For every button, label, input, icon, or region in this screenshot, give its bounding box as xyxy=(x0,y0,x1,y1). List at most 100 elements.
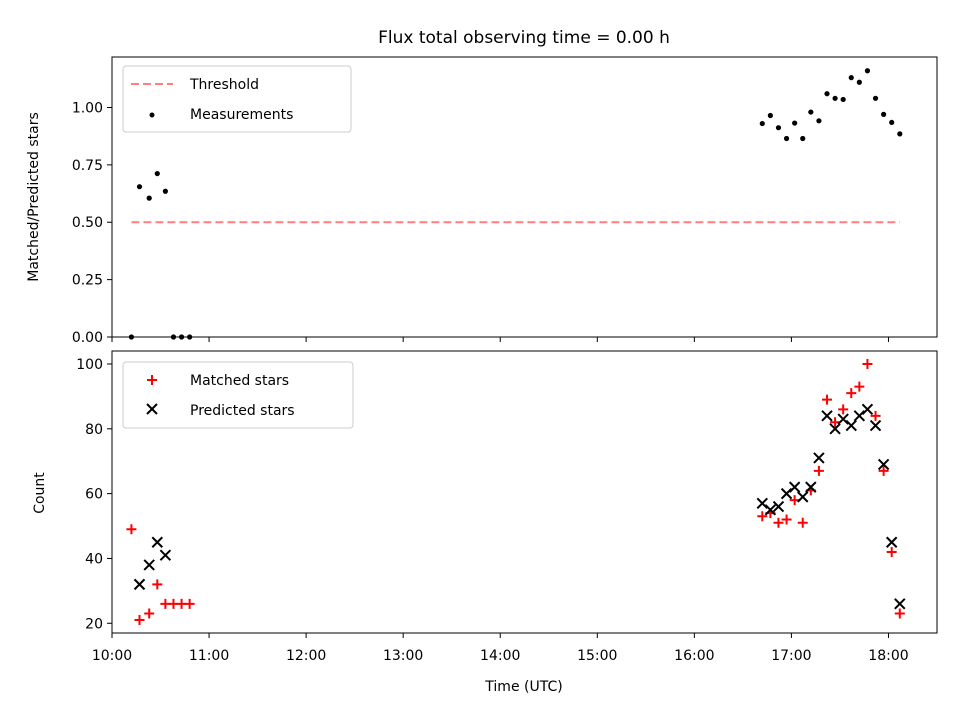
top-y-tick-label: 0.00 xyxy=(72,330,103,346)
matched-star-point xyxy=(838,404,849,415)
predicted-star-point xyxy=(133,578,146,591)
predicted-star-point xyxy=(829,423,841,435)
legend-predicted-swatch xyxy=(146,403,158,415)
matched-star-point xyxy=(830,417,841,428)
predicted-star-point xyxy=(772,500,785,513)
count-panel: Count Time (UTC) 20 40 60 80 100 10:00 11:00 1… xyxy=(32,350,938,695)
bottom-y-tick-label: 100 xyxy=(76,357,103,373)
bottom-y-tick-label: 80 xyxy=(85,422,103,438)
measurement-point xyxy=(783,135,790,142)
bottom-legend: Matched stars Predicted stars xyxy=(122,361,354,429)
measurement-point xyxy=(864,68,871,74)
predicted-star-point xyxy=(885,536,898,548)
predicted-star-point xyxy=(894,598,906,610)
predicted-star-point xyxy=(805,481,817,493)
predicted-star-point xyxy=(764,504,777,516)
matched-star-point xyxy=(789,495,800,506)
measurement-point xyxy=(808,109,814,115)
matched-star-point xyxy=(144,608,155,619)
measurement-point xyxy=(840,96,846,103)
matched-star-point xyxy=(878,465,889,476)
legend-measurements-swatch xyxy=(149,112,155,118)
ratio-panel: Flux total observing time = 0.00 h Match… xyxy=(26,28,938,346)
predicted-star-point xyxy=(780,487,793,500)
predicted-star-point xyxy=(861,403,874,416)
matched-star-point xyxy=(886,546,897,557)
measurement-point xyxy=(146,195,152,201)
matched-star-point xyxy=(773,517,784,528)
matched-star-point xyxy=(797,517,808,528)
top-y-tick-label: 0.75 xyxy=(72,158,103,174)
bottom-y-tick-label: 60 xyxy=(85,487,103,503)
x-tick-label: 14:00 xyxy=(480,648,520,664)
matched-star-point xyxy=(134,615,145,626)
predicted-star-point xyxy=(821,410,833,422)
predicted-star-point xyxy=(797,491,809,503)
predicted-star-point xyxy=(877,458,890,471)
top-y-tick-label: 0.25 xyxy=(72,273,103,289)
bottom-axes-frame xyxy=(111,350,938,634)
bottom-y-axis-label: Count xyxy=(32,472,48,514)
matched-star-point xyxy=(870,410,881,421)
measurement-point xyxy=(767,112,773,119)
measurement-point xyxy=(856,79,862,85)
measurement-point xyxy=(162,188,168,194)
x-tick-label: 18:00 xyxy=(868,648,908,664)
chart-title: Flux total observing time = 0.00 h xyxy=(378,28,670,48)
predicted-star-point xyxy=(143,559,155,571)
matched-star-point xyxy=(854,381,865,392)
measurement-point xyxy=(824,91,830,97)
top-legend: Threshold Measurements xyxy=(122,65,352,133)
measurement-point xyxy=(800,135,806,142)
measurement-point xyxy=(832,95,838,101)
matched-star-point xyxy=(822,394,832,405)
top-axes-frame xyxy=(111,56,938,338)
predicted-star-point xyxy=(151,536,164,548)
measurement-point xyxy=(897,131,903,137)
bottom-y-tick-label: 40 xyxy=(85,551,103,567)
top-y-axis-label: Matched/Predicted stars xyxy=(26,112,42,282)
predicted-star-point xyxy=(845,419,857,432)
top-y-tick-label: 1.00 xyxy=(72,100,103,116)
x-tick-label: 15:00 xyxy=(577,648,617,664)
legend-threshold-label: Threshold xyxy=(189,77,259,93)
measurement-point xyxy=(889,119,895,126)
matched-star-point xyxy=(126,524,137,535)
legend-matched-swatch xyxy=(147,375,157,385)
x-tick-label: 12:00 xyxy=(286,648,326,664)
measurement-point xyxy=(881,111,887,117)
measurement-point xyxy=(848,75,854,81)
measurement-point xyxy=(759,120,765,127)
matched-star-point xyxy=(184,598,195,609)
matched-star-point xyxy=(757,511,768,522)
x-tick-label: 13:00 xyxy=(383,648,423,664)
predicted-star-point xyxy=(837,413,849,425)
matched-star-point xyxy=(781,514,792,525)
measurement-point xyxy=(792,120,798,126)
matched-star-point xyxy=(862,358,873,369)
predicted-star-point xyxy=(159,549,172,561)
legend-matched-label: Matched stars xyxy=(190,373,289,389)
x-axis-label: Time (UTC) xyxy=(484,679,562,695)
bottom-y-tick-label: 20 xyxy=(85,616,103,632)
measurement-point xyxy=(816,118,822,124)
measurement-point xyxy=(154,170,160,177)
x-tick-label: 10:00 xyxy=(92,648,132,664)
legend-measurements-label: Measurements xyxy=(190,107,293,123)
x-tick-label: 16:00 xyxy=(674,648,714,664)
predicted-star-point xyxy=(813,452,825,464)
legend-predicted-label: Predicted stars xyxy=(190,403,295,419)
top-y-tick-label: 0.50 xyxy=(72,215,103,231)
measurement-point xyxy=(872,95,879,101)
x-tick-label: 11:00 xyxy=(189,648,229,664)
matched-star-point xyxy=(846,388,857,399)
measurement-point xyxy=(136,184,143,190)
predicted-star-point xyxy=(788,481,801,493)
matched-star-point xyxy=(813,465,824,476)
x-tick-label: 17:00 xyxy=(771,648,811,664)
predicted-star-point xyxy=(869,419,882,432)
measurement-point xyxy=(775,125,782,131)
predicted-star-point xyxy=(756,497,769,510)
matched-star-point xyxy=(152,579,163,590)
